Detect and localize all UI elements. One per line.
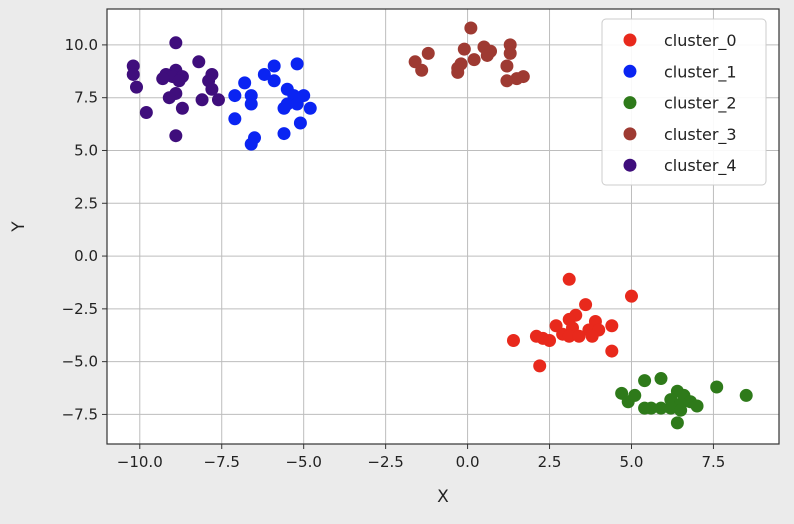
- data-point-cluster-3: [503, 46, 517, 60]
- legend-marker: [623, 158, 637, 172]
- x-tick-label: 5.0: [620, 453, 644, 471]
- data-point-cluster-0: [579, 298, 593, 312]
- y-tick-label: 5.0: [74, 141, 98, 159]
- data-point-cluster-1: [290, 97, 304, 111]
- data-point-cluster-1: [293, 116, 307, 130]
- data-point-cluster-4: [205, 82, 219, 96]
- legend-label: cluster_0: [664, 31, 737, 51]
- data-point-cluster-1: [244, 137, 258, 151]
- y-axis-ticks: −7.5 −5.0 −2.5 0.0 2.5 5.0 7.5 10.0: [62, 36, 107, 423]
- data-point-cluster-4: [169, 129, 183, 143]
- data-point-cluster-0: [506, 334, 520, 348]
- legend-marker: [623, 96, 637, 110]
- data-point-cluster-4: [169, 36, 183, 50]
- y-tick-label: −5.0: [62, 353, 98, 371]
- data-point-cluster-2: [739, 388, 753, 402]
- legend-marker: [623, 33, 637, 47]
- data-point-cluster-0: [572, 329, 586, 343]
- x-tick-label: −10.0: [117, 453, 163, 471]
- data-point-cluster-4: [192, 55, 206, 69]
- data-point-cluster-4: [156, 72, 170, 86]
- data-point-cluster-3: [500, 74, 514, 88]
- data-point-cluster-4: [175, 101, 189, 115]
- data-point-cluster-4: [126, 67, 140, 81]
- y-tick-label: 7.5: [74, 89, 98, 107]
- data-point-cluster-0: [562, 329, 576, 343]
- x-axis-ticks: −10.0 −7.5 −5.0 −2.5 0.0 2.5 5.0 7.5: [117, 444, 726, 471]
- data-point-cluster-2: [670, 416, 684, 430]
- y-tick-label: 0.0: [74, 247, 98, 265]
- data-point-cluster-1: [277, 127, 291, 141]
- data-points: [126, 21, 753, 430]
- data-point-cluster-2: [690, 399, 704, 413]
- data-point-cluster-4: [130, 80, 144, 94]
- legend-marker: [623, 127, 637, 141]
- x-tick-label: 2.5: [538, 453, 562, 471]
- data-point-cluster-2: [638, 374, 652, 388]
- data-point-cluster-1: [244, 97, 258, 111]
- data-point-cluster-1: [228, 112, 242, 126]
- data-point-cluster-3: [415, 63, 429, 77]
- data-point-cluster-0: [585, 329, 599, 343]
- y-tick-label: 10.0: [65, 36, 98, 54]
- y-axis-label: Y: [9, 221, 29, 233]
- data-point-cluster-1: [238, 76, 252, 90]
- x-tick-label: −7.5: [204, 453, 240, 471]
- data-point-cluster-2: [674, 403, 688, 417]
- data-point-cluster-4: [172, 74, 186, 88]
- data-point-cluster-1: [303, 101, 317, 115]
- data-point-cluster-3: [480, 48, 494, 62]
- legend-label: cluster_3: [664, 125, 737, 145]
- y-tick-label: 2.5: [74, 194, 98, 212]
- data-point-cluster-3: [500, 59, 514, 73]
- x-axis-label: X: [437, 487, 449, 507]
- data-point-cluster-1: [228, 89, 242, 103]
- data-point-cluster-2: [638, 401, 652, 415]
- data-point-cluster-1: [290, 57, 304, 71]
- y-tick-label: −2.5: [62, 300, 98, 318]
- data-point-cluster-0: [533, 359, 547, 373]
- legend-label: cluster_2: [664, 94, 737, 114]
- data-point-cluster-1: [267, 74, 281, 88]
- data-point-cluster-2: [621, 395, 635, 409]
- data-point-cluster-0: [605, 344, 619, 358]
- data-point-cluster-0: [562, 272, 576, 286]
- legend-marker: [623, 64, 637, 78]
- axes-frame: [106, 8, 780, 445]
- data-point-cluster-3: [464, 21, 478, 35]
- data-point-cluster-1: [267, 59, 281, 73]
- data-point-cluster-2: [654, 372, 668, 386]
- data-point-cluster-2: [654, 401, 668, 415]
- data-point-cluster-0: [605, 319, 619, 333]
- x-tick-label: 0.0: [456, 453, 480, 471]
- data-point-cluster-3: [457, 42, 471, 56]
- data-point-cluster-4: [162, 91, 176, 105]
- legend-label: cluster_4: [664, 156, 737, 176]
- data-point-cluster-0: [543, 334, 557, 348]
- data-point-cluster-2: [710, 380, 724, 394]
- legend: cluster_0 cluster_1 cluster_2 cluster_3clus…: [601, 18, 767, 186]
- legend-label: cluster_1: [664, 62, 737, 82]
- legend-box: [601, 18, 767, 186]
- data-point-cluster-2: [664, 401, 678, 415]
- data-point-cluster-4: [211, 93, 225, 107]
- x-tick-label: −2.5: [367, 453, 403, 471]
- data-point-cluster-0: [624, 289, 638, 303]
- data-point-cluster-3: [451, 65, 465, 79]
- data-point-cluster-1: [257, 67, 271, 81]
- x-tick-label: 7.5: [702, 453, 726, 471]
- data-point-cluster-3: [510, 72, 524, 86]
- x-tick-label: −5.0: [285, 453, 321, 471]
- data-point-cluster-4: [195, 93, 209, 107]
- y-tick-label: −7.5: [62, 405, 98, 423]
- data-point-cluster-4: [139, 105, 153, 119]
- data-point-cluster-3: [467, 53, 481, 67]
- data-point-cluster-1: [277, 101, 291, 115]
- data-point-cluster-3: [421, 46, 435, 60]
